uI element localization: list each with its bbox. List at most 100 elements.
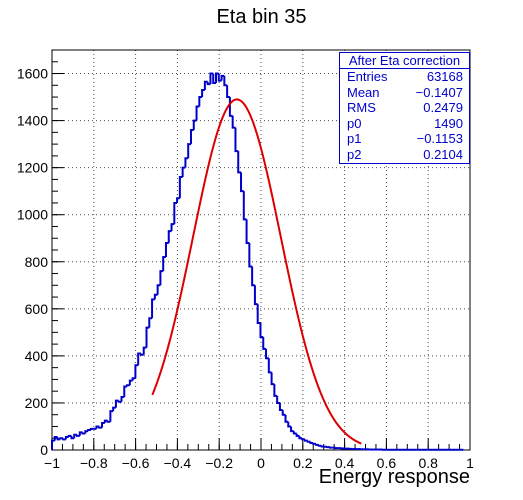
stats-label: Entries [347,69,388,84]
histogram-bin [51,439,55,450]
histogram-bin [234,127,239,153]
histogram-bin [228,97,233,117]
histogram-bin [131,377,136,381]
stats-row-p0: p0 1490 [340,116,469,132]
histogram-bin [301,438,305,441]
x-tick-label: −0.8 [80,455,108,471]
histogram-bin [184,157,189,168]
histogram-bin [195,105,200,121]
histogram-bin [248,242,253,268]
histogram-bin [292,431,297,435]
histogram-bin [139,353,144,356]
stats-label: Mean [347,84,380,100]
histogram-bin [67,434,72,438]
stats-header: After Eta correction [340,53,469,69]
histogram-bin [181,166,186,178]
histogram-bin [315,443,319,446]
histogram-bin [226,85,230,99]
stats-label: RMS [347,100,376,116]
histogram-bin [317,444,322,447]
x-tick-label: −0.2 [205,455,233,471]
stats-value: 0.2479 [423,100,463,116]
x-tick-label: −0.4 [164,455,192,471]
histogram-bin [189,129,194,145]
y-tick-label: 400 [25,348,49,364]
histogram-bin [64,436,69,440]
histogram-bin [303,439,308,442]
fit-curve [151,98,362,445]
histogram-bin [253,285,258,306]
histogram-bin [270,372,275,386]
histogram-bin [192,119,197,130]
histogram-bin [176,197,180,203]
y-tick-label: 1000 [17,207,48,223]
histogram-bin [231,115,236,129]
x-tick-label: 1 [466,455,474,471]
stats-row-entries: Entries 63168 [340,69,469,85]
histogram-bin [278,402,283,411]
histogram-bin [151,298,155,319]
histogram-bin [148,317,153,328]
histogram-bin [262,337,267,350]
histogram-bin [281,410,286,416]
chart-title: Eta bin 35 [216,6,307,28]
x-tick-label: 0.8 [418,455,438,471]
histogram-bin [178,176,183,199]
y-tick-label: 0 [40,442,48,458]
histogram-bin [298,435,303,440]
histogram-bin [84,430,89,434]
histogram-bin [103,419,108,423]
histogram-bin [267,358,272,374]
histogram-bin [120,396,125,402]
histogram-bin [187,143,191,159]
stats-row-p2: p2 0.2104 [340,147,469,163]
stats-value: −0.1407 [415,84,463,100]
x-tick-label: 0 [257,455,265,471]
histogram-bin [223,75,228,87]
histogram-bin [273,384,278,397]
histogram-bin [109,410,114,422]
stats-label: p2 [347,146,362,162]
histogram-bin [106,420,111,423]
histogram-bin [242,191,247,221]
histogram-bin [101,421,105,428]
histogram-bin [156,284,161,295]
histogram-bin [126,384,130,387]
histogram-bin [287,421,292,428]
x-tick-label: 0.6 [377,455,397,471]
y-tick-label: 1600 [17,66,48,82]
histogram-bin [89,427,94,430]
y-tick-label: 600 [25,301,49,317]
histogram-bin [56,437,61,441]
y-tick-label: 1400 [17,113,48,129]
histogram-bin [164,241,169,258]
histogram-bin [209,72,214,85]
histogram-bin [159,270,164,286]
x-tick-label: 0.4 [335,455,355,471]
histogram-bin [167,230,172,243]
x-axis-label: Energy response [318,466,470,488]
histogram-bin [309,441,314,444]
histogram-bin [215,72,219,83]
histogram-bin [203,80,208,90]
histogram-bin [59,437,64,440]
histogram-bin [306,440,311,443]
y-tick-label: 200 [25,395,49,411]
stats-value: 0.2104 [423,146,463,162]
histogram-bin [145,326,150,348]
histogram-bin [295,433,300,437]
histogram-bin [245,219,250,244]
histogram-bin [276,395,280,404]
histogram-bin [128,379,133,386]
histogram-bin [198,96,203,107]
histogram-bin [112,406,116,412]
x-tick-label: −0.6 [122,455,150,471]
histogram-bin [201,89,205,98]
stats-row-rms: RMS 0.2479 [340,100,469,116]
histogram-bin [240,172,244,193]
histogram-bin [62,438,66,441]
histogram-bin [153,293,158,300]
histogram-bin [87,429,91,432]
histogram-bin [265,348,269,360]
